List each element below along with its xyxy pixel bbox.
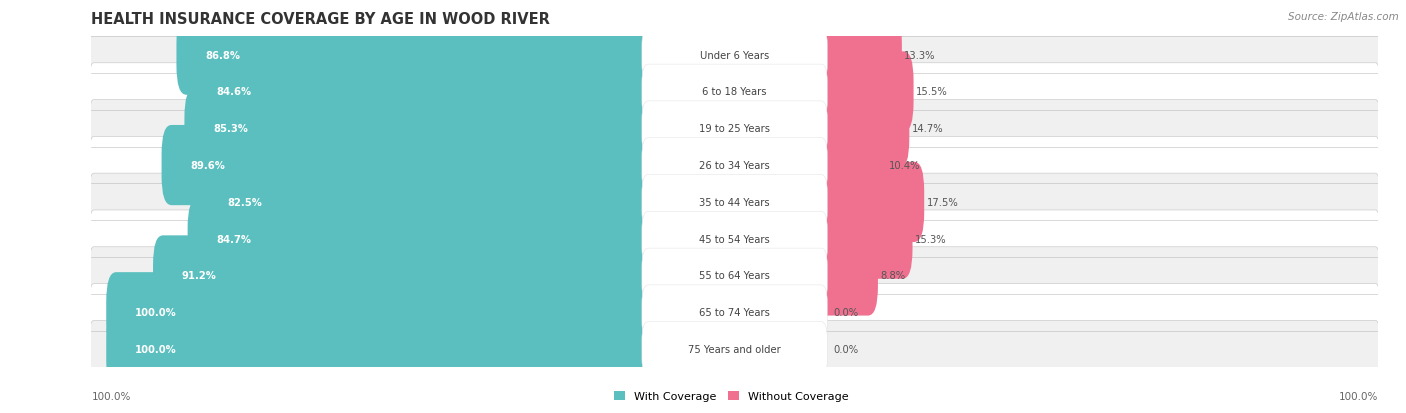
Text: 13.3%: 13.3% [904, 50, 936, 61]
FancyBboxPatch shape [643, 322, 827, 377]
Text: 0.0%: 0.0% [834, 308, 859, 318]
FancyBboxPatch shape [90, 320, 1379, 378]
Text: 86.8%: 86.8% [205, 50, 240, 61]
FancyBboxPatch shape [643, 102, 827, 156]
Text: 100.0%: 100.0% [1339, 391, 1378, 401]
FancyBboxPatch shape [90, 137, 1379, 194]
FancyBboxPatch shape [107, 309, 658, 389]
Text: 26 to 34 Years: 26 to 34 Years [699, 161, 770, 171]
FancyBboxPatch shape [153, 236, 658, 316]
FancyBboxPatch shape [200, 162, 658, 242]
Text: 65 to 74 Years: 65 to 74 Years [699, 308, 770, 318]
FancyBboxPatch shape [162, 126, 658, 206]
FancyBboxPatch shape [643, 28, 827, 83]
Text: 84.6%: 84.6% [217, 87, 252, 97]
Text: 100.0%: 100.0% [135, 344, 176, 354]
FancyBboxPatch shape [811, 16, 901, 95]
FancyBboxPatch shape [90, 27, 1379, 84]
FancyBboxPatch shape [643, 212, 827, 266]
FancyBboxPatch shape [811, 162, 924, 242]
Text: 35 to 44 Years: 35 to 44 Years [699, 197, 770, 207]
FancyBboxPatch shape [811, 199, 912, 279]
FancyBboxPatch shape [643, 175, 827, 230]
Text: 15.3%: 15.3% [915, 234, 946, 244]
FancyBboxPatch shape [90, 100, 1379, 158]
FancyBboxPatch shape [176, 16, 658, 95]
FancyBboxPatch shape [184, 89, 658, 169]
Text: 85.3%: 85.3% [212, 124, 247, 134]
Text: HEALTH INSURANCE COVERAGE BY AGE IN WOOD RIVER: HEALTH INSURANCE COVERAGE BY AGE IN WOOD… [91, 12, 550, 27]
FancyBboxPatch shape [107, 273, 658, 353]
FancyBboxPatch shape [643, 65, 827, 119]
FancyBboxPatch shape [90, 64, 1379, 121]
Text: 91.2%: 91.2% [181, 271, 217, 281]
Text: Under 6 Years: Under 6 Years [700, 50, 769, 61]
FancyBboxPatch shape [811, 89, 910, 169]
Text: 8.8%: 8.8% [880, 271, 905, 281]
Text: 14.7%: 14.7% [911, 124, 943, 134]
FancyBboxPatch shape [643, 249, 827, 303]
FancyBboxPatch shape [90, 174, 1379, 231]
Text: 10.4%: 10.4% [889, 161, 921, 171]
Text: 100.0%: 100.0% [91, 391, 131, 401]
Text: 6 to 18 Years: 6 to 18 Years [703, 87, 766, 97]
FancyBboxPatch shape [643, 285, 827, 340]
FancyBboxPatch shape [811, 236, 877, 316]
Text: 0.0%: 0.0% [834, 344, 859, 354]
FancyBboxPatch shape [811, 52, 914, 132]
Text: 75 Years and older: 75 Years and older [689, 344, 780, 354]
Text: 45 to 54 Years: 45 to 54 Years [699, 234, 770, 244]
Text: 17.5%: 17.5% [927, 197, 959, 207]
Text: 82.5%: 82.5% [228, 197, 263, 207]
Text: 19 to 25 Years: 19 to 25 Years [699, 124, 770, 134]
Legend: With Coverage, Without Coverage: With Coverage, Without Coverage [610, 386, 852, 406]
FancyBboxPatch shape [90, 247, 1379, 304]
FancyBboxPatch shape [188, 52, 658, 132]
Text: 15.5%: 15.5% [917, 87, 948, 97]
Text: 89.6%: 89.6% [190, 161, 225, 171]
Text: 100.0%: 100.0% [135, 308, 176, 318]
FancyBboxPatch shape [811, 126, 886, 206]
FancyBboxPatch shape [643, 138, 827, 193]
FancyBboxPatch shape [187, 199, 658, 279]
Text: 55 to 64 Years: 55 to 64 Years [699, 271, 770, 281]
FancyBboxPatch shape [90, 284, 1379, 341]
Text: 84.7%: 84.7% [217, 234, 252, 244]
FancyBboxPatch shape [90, 211, 1379, 268]
Text: Source: ZipAtlas.com: Source: ZipAtlas.com [1288, 12, 1399, 22]
